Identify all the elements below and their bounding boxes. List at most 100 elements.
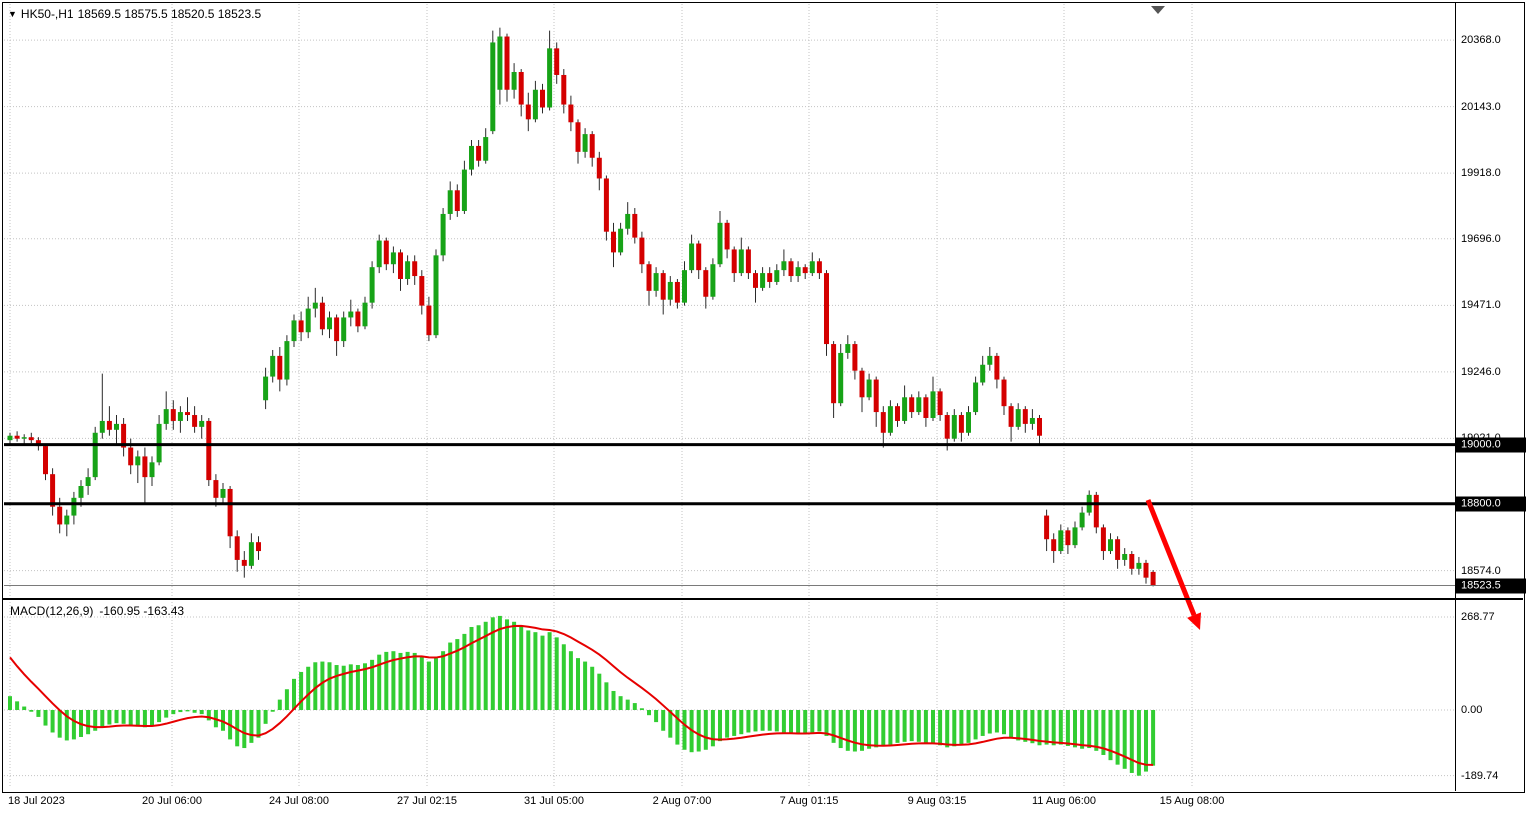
macd-histogram-bar [249, 710, 254, 743]
candle-body [909, 397, 915, 413]
candle-body [824, 273, 829, 345]
macd-histogram-bar [1101, 710, 1106, 755]
candle-body [256, 542, 261, 552]
candle-body [142, 456, 148, 478]
candle-body [454, 190, 460, 211]
candle-body [213, 480, 219, 498]
candle-body [504, 36, 510, 90]
candle-body [916, 397, 922, 413]
macd-histogram-bar [29, 710, 34, 712]
candle-body [696, 243, 702, 271]
macd-histogram-bar [448, 642, 453, 710]
candle-body [518, 72, 524, 105]
macd-histogram-bar [1002, 710, 1006, 735]
macd-histogram-bar [1122, 710, 1127, 769]
candle-body [980, 364, 986, 383]
macd-histogram-bar [363, 663, 367, 710]
macd-histogram-bar [533, 632, 538, 710]
macd-histogram-bar [540, 635, 545, 710]
macd-histogram-bar [270, 710, 275, 712]
macd-histogram-bar [639, 708, 644, 710]
candle-body [1072, 527, 1078, 546]
macd-histogram-bar [1073, 710, 1077, 748]
macd-histogram-bar [710, 710, 715, 747]
candle-body [852, 344, 858, 371]
macd-histogram-bar [590, 666, 595, 710]
candle-body [412, 261, 418, 277]
candle-body [951, 415, 957, 439]
candle-body [277, 355, 283, 380]
candle-body [490, 42, 496, 132]
candle-body [1100, 527, 1106, 552]
ohlc-collapse-icon[interactable]: ▼ [8, 9, 17, 19]
candle-body [341, 317, 347, 342]
macd-histogram-bar [774, 710, 779, 732]
candle-body [625, 213, 631, 229]
candle-body [603, 178, 609, 232]
candle-body [568, 104, 574, 123]
macd-histogram-bar [661, 710, 666, 731]
candle-body [582, 134, 588, 152]
macd-histogram-bar [796, 710, 801, 735]
candle-body [731, 249, 737, 274]
candle-body [177, 412, 183, 421]
macd-histogram-bar [469, 626, 474, 710]
macd-histogram-bar [391, 651, 396, 710]
candle-body [540, 89, 545, 108]
macd-histogram-bar [142, 710, 147, 728]
candle-body [21, 437, 27, 439]
macd-histogram-bar [831, 710, 836, 743]
macd-histogram-bar [1044, 710, 1049, 745]
candle-body [263, 376, 269, 401]
macd-histogram-bar [384, 651, 389, 710]
candle-body [1015, 409, 1021, 427]
candle-body [1108, 539, 1113, 552]
macd-histogram-bar [490, 617, 495, 710]
candle-body [433, 255, 439, 336]
macd-histogram-bar [327, 662, 332, 710]
macd-histogram-bar [767, 710, 772, 731]
candle-body [1022, 409, 1028, 424]
macd-histogram-bar [1065, 710, 1070, 746]
macd-histogram-bar [881, 710, 886, 747]
macd-histogram-bar [22, 706, 27, 710]
macd-histogram-bar [57, 710, 62, 738]
macd-histogram-bar [64, 710, 69, 741]
macd-histogram-bar [973, 710, 978, 740]
macd-histogram-bar [675, 710, 680, 745]
macd-histogram-bar [938, 710, 943, 746]
candle-body [476, 145, 482, 161]
candle-body [64, 515, 70, 525]
macd-histogram-bar [426, 661, 431, 710]
candle-body [7, 435, 13, 441]
candle-body [461, 169, 467, 211]
candle-body [973, 382, 979, 413]
macd-histogram-bar [334, 665, 339, 710]
macd-histogram-bar [398, 652, 403, 710]
candle-body [845, 344, 851, 353]
candle-body [1115, 539, 1121, 560]
macd-histogram-bar [1087, 710, 1092, 749]
candle-body [753, 273, 758, 288]
macd-name: MACD(12,26,9) [10, 604, 94, 618]
macd-histogram-bar [157, 710, 162, 723]
macd-indicator-label: MACD(12,26,9) -160.95 -163.43 [10, 604, 190, 618]
candle-body [1008, 406, 1014, 427]
candle-body [717, 222, 723, 265]
macd-histogram-bar [419, 656, 424, 710]
candle-body [92, 432, 98, 478]
macd-histogram-bar [93, 710, 98, 731]
chart-shift-marker-icon[interactable] [1151, 6, 1165, 14]
macd-histogram-bar [121, 710, 126, 724]
candle-body [611, 231, 616, 253]
candle-body [234, 536, 240, 560]
candle-body [99, 420, 105, 433]
candle-body [149, 462, 155, 478]
macd-histogram-bar [1144, 710, 1148, 772]
macd-histogram-bar [100, 710, 105, 728]
macd-histogram-bar [810, 710, 815, 733]
candle-body [561, 74, 567, 105]
candle-body [355, 311, 361, 327]
candle-body [419, 276, 425, 306]
